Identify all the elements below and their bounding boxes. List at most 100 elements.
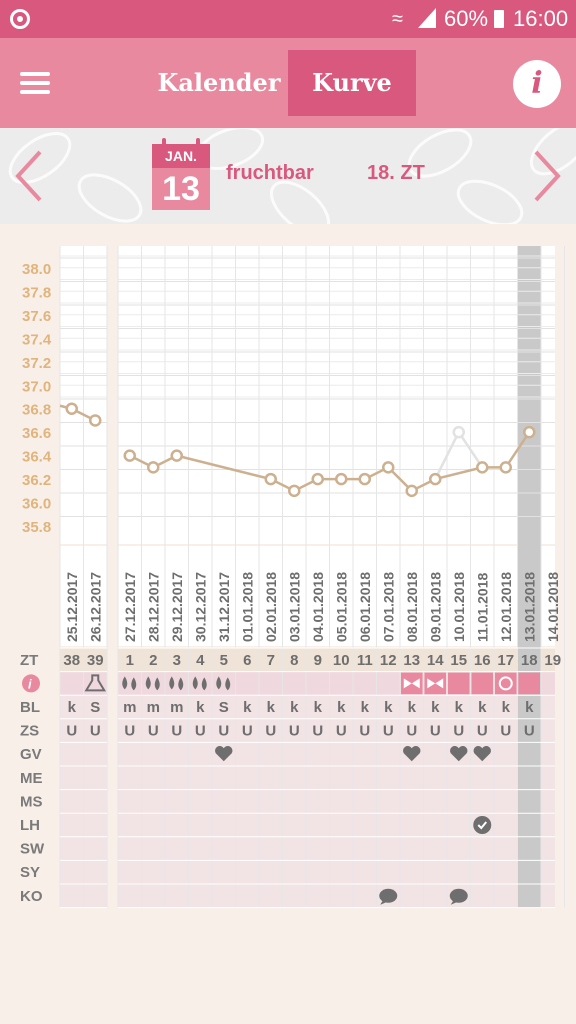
info-icon[interactable]: i	[513, 60, 561, 108]
bleeding-value: m	[170, 699, 183, 716]
tab-kurve[interactable]: Kurve	[288, 50, 416, 116]
date-label: 07.01.2018	[380, 572, 396, 642]
calendar-day: 13	[152, 168, 210, 210]
temperature-point	[523, 425, 536, 439]
row-label: SW	[20, 841, 45, 858]
blood-drop-icon	[201, 677, 207, 691]
blood-drop-icon	[122, 676, 128, 690]
signal-icon	[418, 8, 436, 28]
row-background	[118, 766, 555, 790]
y-axis-tick-label: 36.2	[22, 472, 51, 489]
bleeding-value: S	[219, 699, 229, 716]
temperature-point	[288, 484, 301, 498]
leaf-pattern-background	[8, 128, 576, 224]
temperature-point	[147, 461, 160, 474]
row-background	[118, 648, 555, 672]
date-label: 25.12.2017	[64, 572, 80, 642]
cycle-day-number: 12	[380, 652, 397, 669]
menu-icon[interactable]	[20, 72, 50, 96]
cycle-day-number: 6	[243, 652, 251, 669]
blood-drop-icon	[145, 676, 151, 690]
date-label: 13.01.2018	[521, 572, 537, 642]
row-background	[118, 789, 555, 814]
next-day-arrow-icon[interactable]	[526, 146, 566, 206]
y-axis-tick-label: 37.0	[22, 378, 51, 395]
blood-drop-icon	[192, 676, 198, 690]
plot-panel-current	[118, 246, 555, 544]
y-axis-tick-label: 37.8	[22, 284, 51, 301]
mucus-value: U	[218, 723, 229, 740]
fertile-day-marker	[401, 672, 423, 695]
row-label: ZT	[20, 652, 38, 669]
row-background	[118, 718, 555, 743]
excluded-curve-segment	[434, 431, 460, 480]
cycle-day-number: 19	[544, 652, 561, 669]
mucus-value: U	[148, 723, 159, 740]
cycle-day-number: 3	[173, 652, 181, 669]
temperature-chart[interactable]: 38.0 37.8 37.6 37.4 37.2 37.0 36.8 36.6 36.4 36.2…	[0, 224, 576, 924]
bleeding-value: k	[502, 699, 511, 716]
mucus-value: U	[90, 723, 101, 740]
bleeding-value: k	[68, 699, 77, 716]
previous-day-arrow-icon[interactable]	[10, 146, 50, 206]
y-axis-tick-label: 37.2	[22, 355, 51, 372]
mucus-value: U	[312, 723, 323, 740]
battery-icon	[494, 10, 504, 28]
cycle-day-number: 1	[126, 652, 134, 669]
bleeding-value: k	[196, 699, 205, 716]
temperature-point	[311, 472, 324, 486]
ovulation-icon	[498, 676, 513, 691]
mucus-value: U	[453, 723, 464, 740]
mucus-value: U	[171, 723, 182, 740]
cycle-day-number: 14	[427, 652, 444, 669]
wifi-icon: ≈	[392, 8, 403, 30]
date-label: 28.12.2017	[145, 572, 161, 642]
mucus-value: U	[359, 723, 370, 740]
bleeding-value: k	[455, 699, 464, 716]
bleeding-value: m	[123, 699, 136, 716]
row-background	[118, 813, 555, 837]
temperature-point	[170, 449, 183, 462]
mucus-value: U	[383, 723, 394, 740]
temperature-point	[65, 402, 78, 415]
fertile-day-marker	[495, 672, 517, 695]
cycle-day-number: 11	[357, 652, 373, 669]
y-axis-tick-label: 36.4	[22, 449, 52, 466]
fertility-phase-label: fruchtbar	[226, 162, 314, 184]
bleeding-value: m	[147, 699, 160, 716]
comment-icon	[379, 888, 398, 903]
clock: 16:00	[513, 6, 569, 31]
row-label: BL	[20, 699, 40, 716]
temperature-point	[499, 461, 512, 474]
fertile-day-marker	[424, 672, 446, 695]
bleeding-value: k	[243, 699, 252, 716]
date-label: 26.12.2017	[87, 572, 103, 642]
date-label: 12.01.2018	[498, 572, 514, 642]
cycle-day-number: 9	[314, 652, 322, 669]
row-label: ME	[20, 770, 43, 787]
row-background	[118, 836, 555, 861]
cycle-day-number: 5	[220, 652, 228, 669]
bleeding-value: k	[314, 699, 323, 716]
fertile-day-marker	[448, 672, 470, 695]
cycle-day-number: 39	[87, 652, 104, 669]
date-label: 14.01.2018	[545, 572, 561, 642]
app-bar: Kalender Kurve i	[0, 38, 576, 128]
excluded-curve-segment	[457, 431, 484, 469]
row-label: ZS	[20, 723, 39, 740]
mucus-value: U	[242, 723, 253, 740]
mucus-value: U	[66, 723, 77, 740]
date-label: 03.01.2018	[286, 572, 302, 642]
temperature-point	[123, 449, 136, 462]
fertile-day-marker	[518, 672, 540, 695]
mucus-value: U	[336, 723, 347, 740]
cycle-day-number: 16	[474, 652, 491, 669]
app-notification-icon	[10, 9, 30, 29]
date-label: 27.12.2017	[122, 572, 138, 642]
blood-drop-icon	[154, 677, 160, 691]
bleeding-value: k	[361, 699, 370, 716]
temperature-point	[264, 472, 277, 486]
comment-icon-tail	[450, 899, 458, 905]
mucus-value: U	[500, 723, 511, 740]
tab-kalender[interactable]: Kalender	[157, 68, 281, 97]
